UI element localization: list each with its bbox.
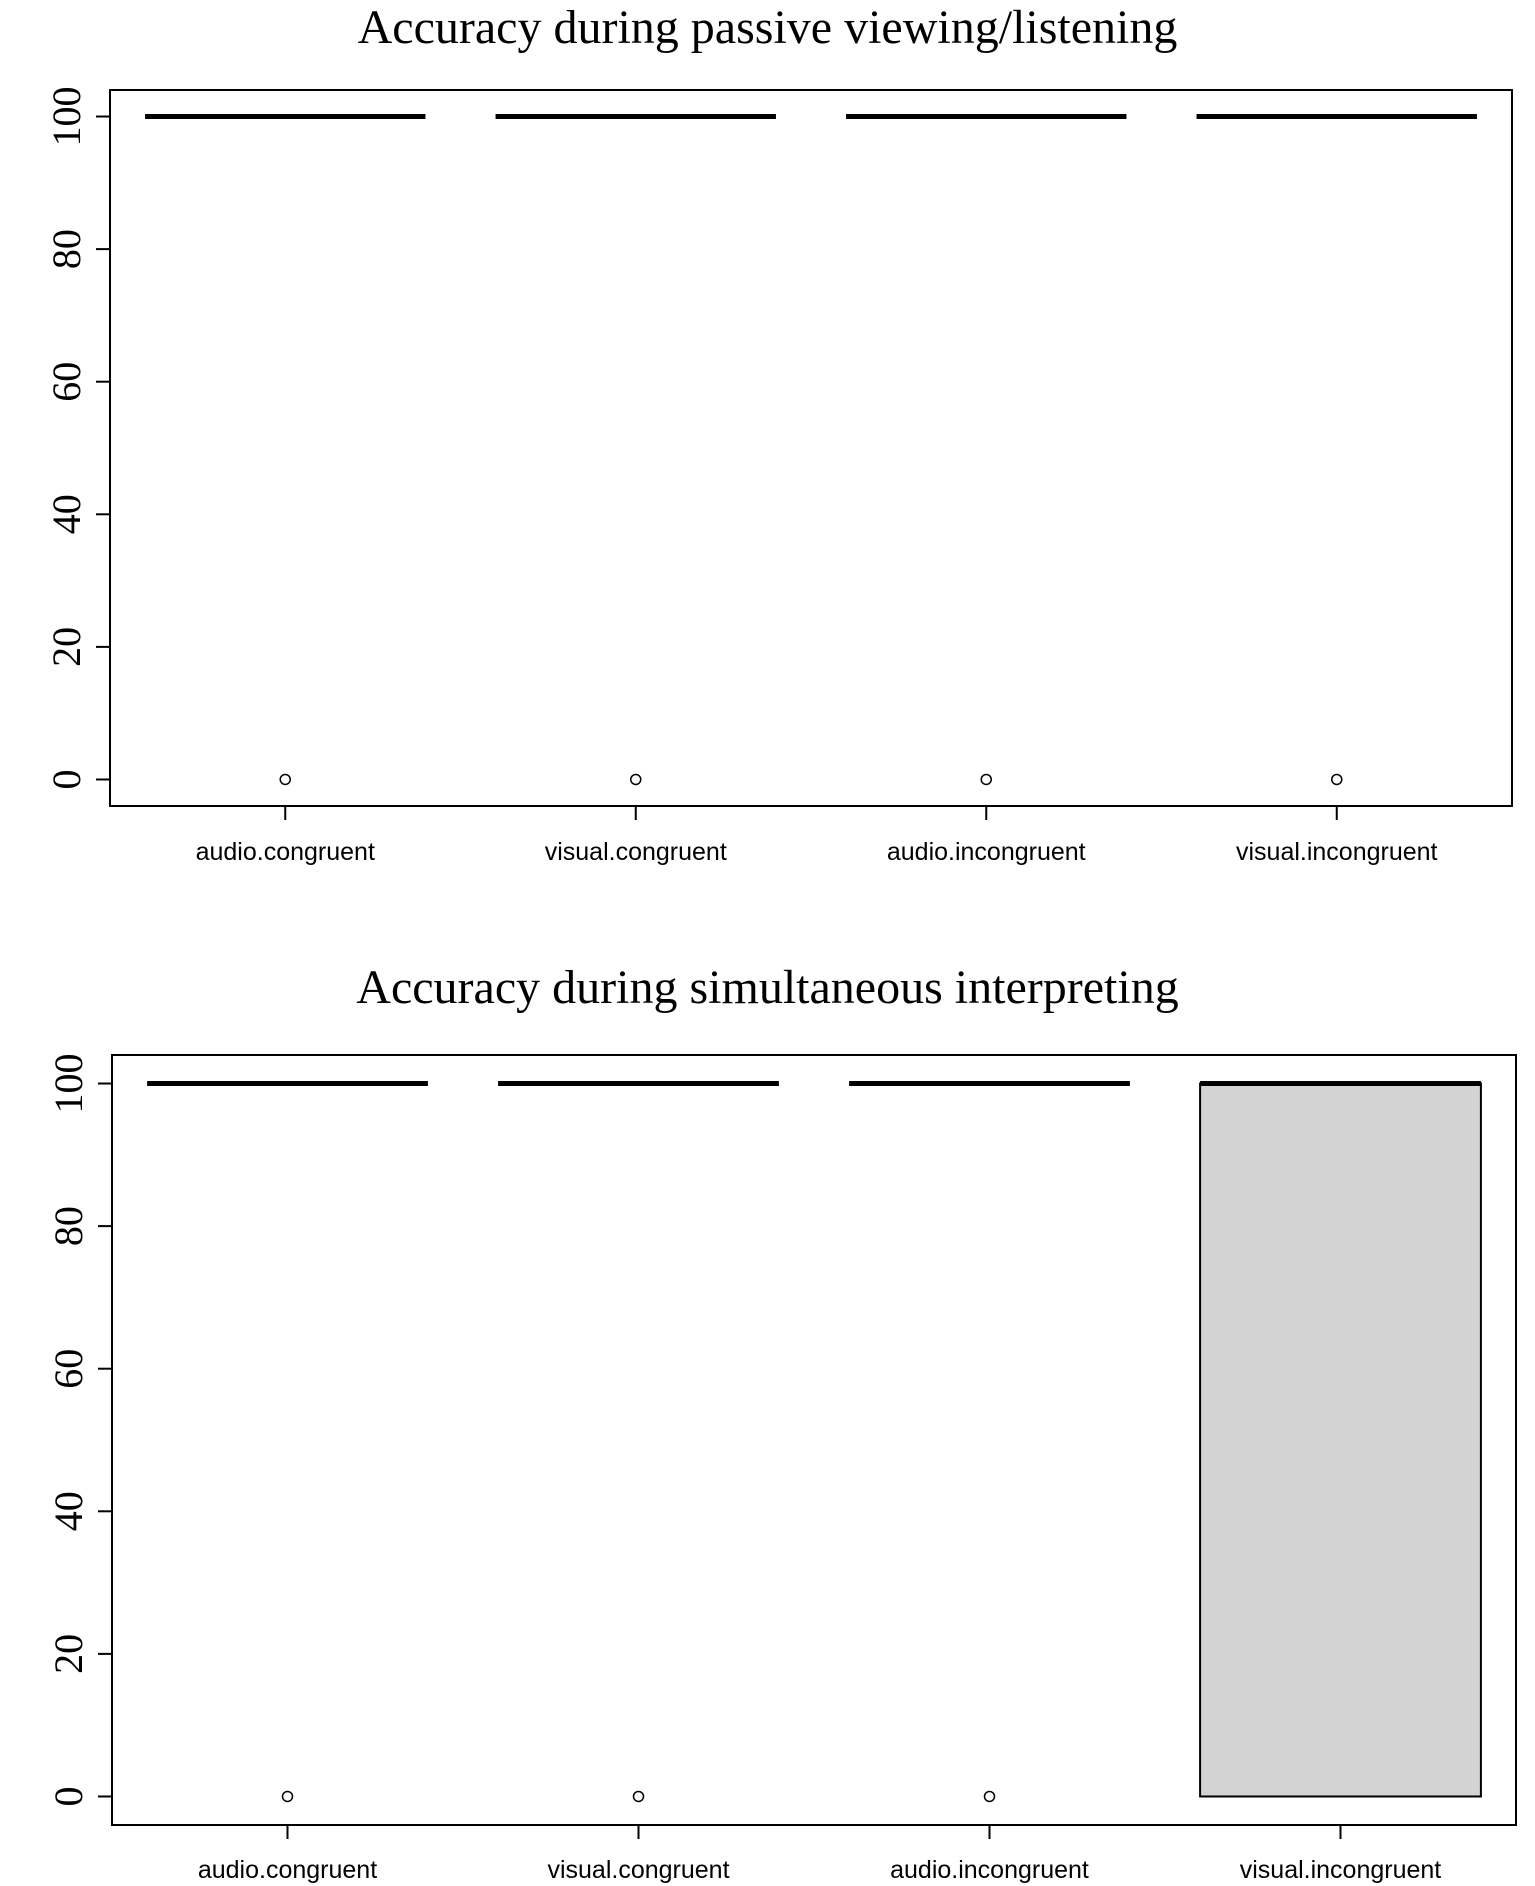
outlier-point	[279, 773, 291, 786]
y-tick-label: 60	[46, 1349, 91, 1389]
y-tick-label: 40	[46, 1491, 91, 1531]
x-tick-label: visual.congruent	[547, 1856, 729, 1884]
outlier-point	[983, 1790, 996, 1803]
x-tick-label: visual.incongruent	[1240, 1856, 1442, 1884]
chart-plot: 0 20 40 60 80 100 audio.congruent visual.congru…	[46, 1054, 1517, 1884]
plot-frame	[109, 89, 1513, 807]
x-tick-label: audio.congruent	[198, 1856, 377, 1884]
outlier-point	[632, 1790, 645, 1803]
y-tick-label: 40	[44, 494, 89, 534]
outlier-point	[630, 773, 642, 786]
y-tick-label: 100	[44, 87, 89, 147]
chart-plot: 0 20 40 60 80 100 audio.congruent visual.congru…	[44, 87, 1513, 866]
outlier-point	[980, 773, 992, 786]
y-tick-label: 60	[44, 362, 89, 402]
x-tick-label: audio.incongruent	[890, 1856, 1089, 1884]
x-tick-label: visual.congruent	[545, 838, 727, 866]
outlier-point	[1331, 773, 1343, 786]
outlier-point	[281, 1790, 294, 1803]
y-tick-label: 100	[46, 1054, 91, 1114]
x-tick-label: audio.congruent	[196, 838, 375, 866]
y-tick-label: 20	[44, 627, 89, 667]
y-tick-label: 20	[46, 1634, 91, 1674]
plot-frame	[111, 1054, 1517, 1826]
y-tick-label: 0	[46, 1786, 91, 1806]
chart-title: Accuracy during simultaneous interpretin…	[356, 961, 1179, 1014]
chart-passive: Accuracy during passive viewing/listenin…	[0, 0, 1535, 900]
y-tick-label: 80	[44, 229, 89, 269]
chart-title: Accuracy during passive viewing/listenin…	[357, 1, 1178, 54]
chart-interpreting: Accuracy during simultaneous interpretin…	[0, 945, 1535, 1886]
y-tick-label: 80	[46, 1206, 91, 1246]
x-tick-label: audio.incongruent	[887, 838, 1086, 866]
x-tick-label: visual.incongruent	[1236, 838, 1438, 866]
y-tick-label: 0	[44, 769, 89, 789]
box-body	[1199, 1082, 1482, 1798]
